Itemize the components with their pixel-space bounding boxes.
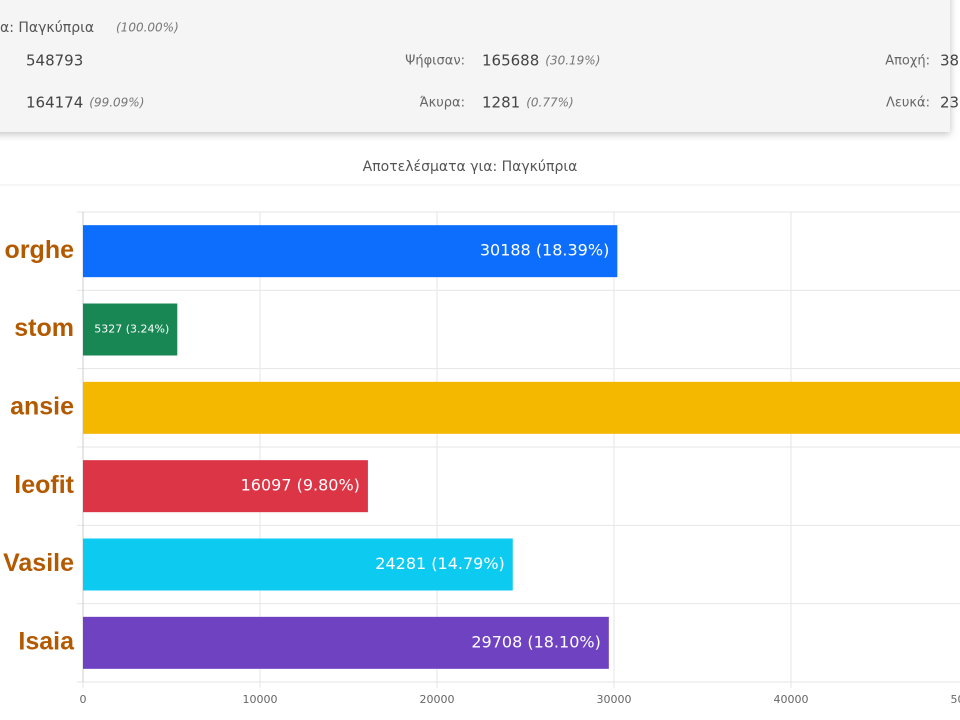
stat-value: 165688 bbox=[482, 52, 539, 70]
stats-card bbox=[0, 0, 950, 132]
stat-label: Λευκά: bbox=[886, 96, 930, 111]
stat-percent: (0.77%) bbox=[526, 96, 573, 110]
bar bbox=[83, 538, 513, 591]
name-box bbox=[0, 462, 78, 511]
y-tick-label: orghe bbox=[5, 236, 75, 264]
stat-value: 1281 bbox=[482, 94, 520, 112]
y-tick-label: stom bbox=[14, 314, 74, 342]
name-box bbox=[0, 383, 78, 432]
stat-value: 38 bbox=[940, 52, 959, 70]
value-label: 16097 (9.80%) bbox=[241, 476, 360, 495]
stat-label: Ψήφισαν: bbox=[405, 54, 465, 69]
stat-label: Αποχή: bbox=[885, 54, 930, 69]
stat-percent: (99.09%) bbox=[89, 96, 144, 110]
bar bbox=[83, 460, 368, 513]
value-label: 24281 (14.79%) bbox=[375, 554, 504, 573]
name-box bbox=[0, 540, 78, 589]
value-label: 5327 (3.24%) bbox=[94, 323, 169, 336]
bar bbox=[83, 303, 178, 356]
stat-value: 23 bbox=[940, 94, 959, 112]
stat-value: 164174 bbox=[26, 94, 83, 112]
region-percent: (100.00%) bbox=[116, 21, 179, 35]
y-tick-label: Isaia bbox=[18, 627, 75, 655]
x-tick-label: 40000 bbox=[774, 693, 809, 706]
region-title: α: Παγκύπρια bbox=[0, 20, 94, 36]
chart-title: Αποτελέσματα για: Παγκύπρια bbox=[363, 159, 578, 175]
name-box bbox=[0, 305, 78, 354]
x-tick-label: 20000 bbox=[420, 693, 455, 706]
stat-value: 548793 bbox=[26, 52, 83, 70]
bar bbox=[83, 616, 609, 669]
bar bbox=[83, 225, 618, 278]
x-tick-label: 0 bbox=[80, 693, 87, 706]
value-label: 29708 (18.10%) bbox=[471, 632, 600, 651]
name-box bbox=[0, 227, 78, 276]
x-tick-label: 10000 bbox=[243, 693, 278, 706]
stat-percent: (30.19%) bbox=[545, 54, 600, 68]
x-tick-label: 30000 bbox=[597, 693, 632, 706]
bar bbox=[83, 381, 960, 434]
y-tick-label: ansie bbox=[10, 392, 74, 420]
x-tick-label: 50000 bbox=[951, 693, 960, 706]
value-label: 30188 (18.39%) bbox=[480, 241, 609, 260]
stat-label: Άκυρα: bbox=[420, 96, 465, 111]
name-box bbox=[0, 618, 78, 667]
y-tick-label: leofit bbox=[14, 471, 74, 499]
y-tick-label: Vasile bbox=[3, 549, 74, 577]
